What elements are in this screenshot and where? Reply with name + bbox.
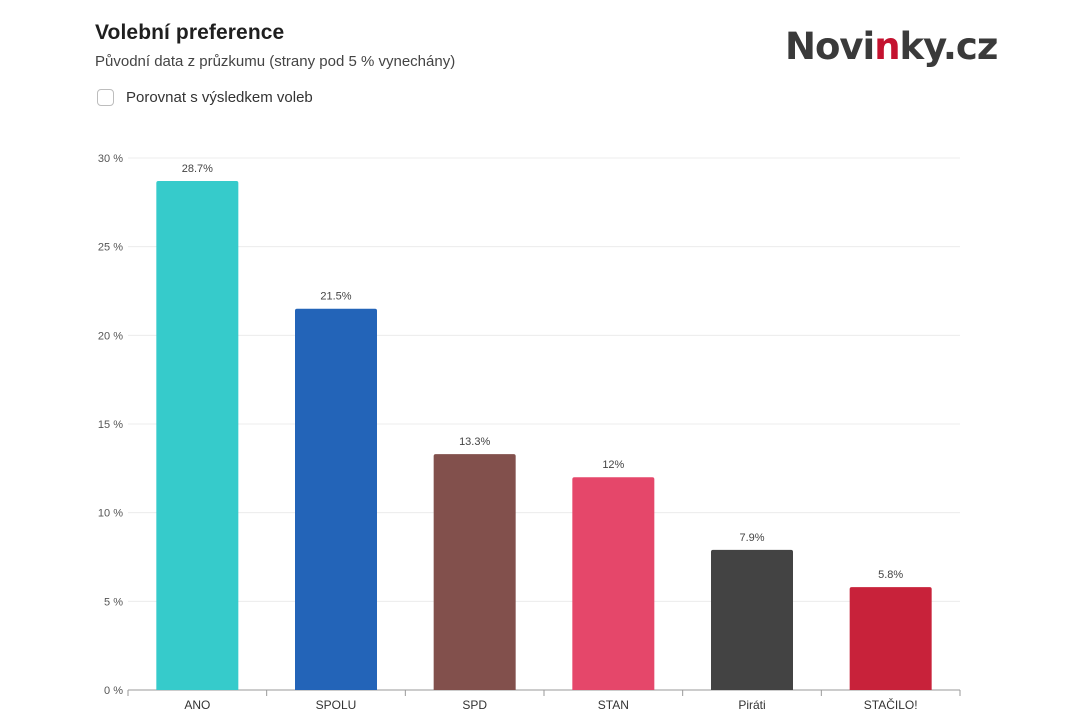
y-tick-label: 20 %	[98, 330, 123, 342]
x-category-label: STAČILO!	[864, 697, 918, 712]
bar-stan	[572, 477, 655, 690]
bar-value-label: 5.8%	[878, 569, 903, 581]
logo-text-accent: n	[874, 25, 900, 68]
x-category-label: Piráti	[738, 698, 765, 712]
y-tick-label: 0 %	[104, 685, 123, 697]
bar-value-label: 12%	[602, 459, 624, 471]
bar-value-label: 28.7%	[182, 163, 213, 175]
bar-pir-ti	[711, 549, 793, 690]
x-category-label: SPOLU	[316, 698, 357, 712]
bar-value-label: 21.5%	[320, 291, 351, 303]
chart-subtitle: Původní data z průzkumu (strany pod 5 % …	[95, 53, 456, 70]
bar-spd	[433, 454, 516, 690]
y-tick-label: 10 %	[98, 508, 123, 520]
x-category-label: STAN	[598, 698, 629, 712]
y-tick-label: 25 %	[98, 242, 123, 254]
bar-ano	[156, 181, 239, 690]
compare-checkbox-label[interactable]: Porovnat s výsledkem voleb	[126, 89, 313, 106]
chart-title: Volební preference	[95, 21, 285, 44]
logo-text-part1: Novi	[785, 25, 875, 68]
bar-value-label: 13.3%	[459, 436, 490, 448]
checkbox-box[interactable]	[97, 89, 114, 106]
y-tick-label: 30 %	[98, 153, 123, 165]
y-tick-label: 15 %	[98, 419, 123, 431]
compare-with-election-checkbox[interactable]: Porovnat s výsledkem voleb	[97, 89, 313, 106]
x-category-label: ANO	[184, 698, 210, 712]
x-category-label: SPD	[462, 698, 487, 712]
y-tick-label: 5 %	[104, 596, 123, 608]
bar-spolu	[295, 308, 377, 690]
bar-value-label: 7.9%	[739, 532, 764, 544]
logo-text-part3: ky.cz	[899, 25, 999, 68]
novinky-logo[interactable]: Novinky.cz	[785, 25, 999, 68]
bar-sta-ilo	[849, 587, 932, 690]
